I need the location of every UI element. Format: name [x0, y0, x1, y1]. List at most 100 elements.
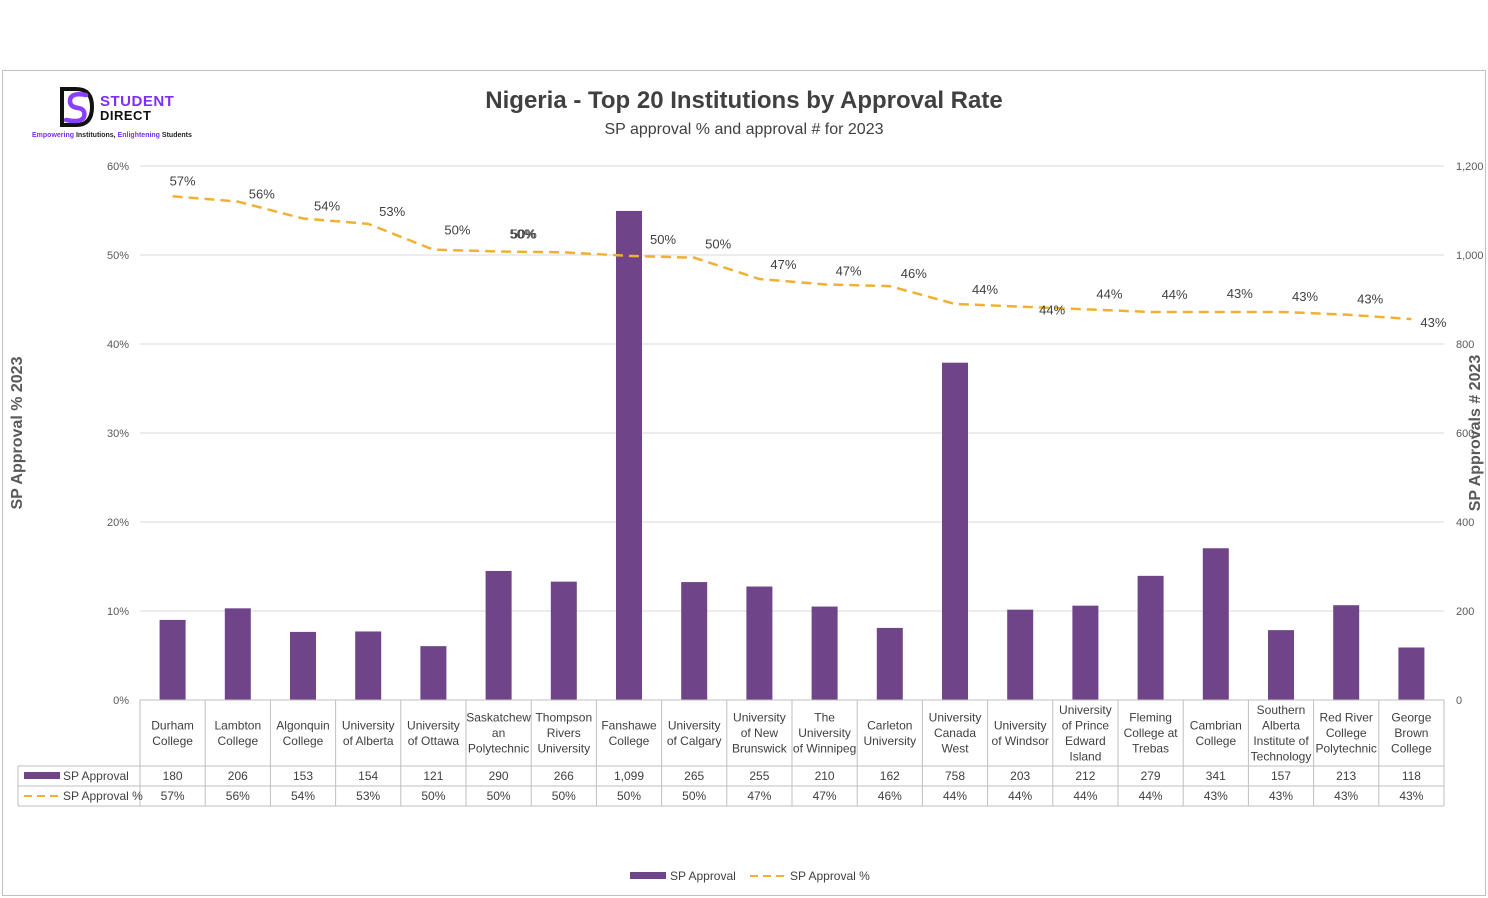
table-cell-approval-rate: 47%: [747, 789, 771, 803]
category-label: College: [1195, 734, 1236, 748]
bar: [876, 627, 903, 700]
bar: [1072, 605, 1099, 700]
table-cell-approval-rate: 43%: [1399, 789, 1423, 803]
logo-line2: DIRECT: [100, 108, 152, 123]
bar: [290, 631, 316, 700]
category-label: Edward: [1065, 734, 1106, 748]
table-cell-approvals: 180: [163, 769, 183, 783]
category-label: Brown: [1394, 726, 1428, 740]
table-cell-approvals: 1,099: [614, 769, 644, 783]
category-label: Red River: [1320, 711, 1373, 725]
y-left-tick-label: 10%: [107, 606, 129, 618]
bar: [746, 586, 773, 700]
category-label: Polytechnic: [1316, 742, 1377, 756]
table-cell-approval-rate: 46%: [878, 789, 902, 803]
table-cell-approvals: 212: [1075, 769, 1095, 783]
category-label: Algonquin: [276, 718, 329, 732]
category-label: University: [668, 718, 721, 732]
bar: [1202, 548, 1229, 700]
approval-rate-label: 50%: [444, 223, 470, 238]
bar: [1333, 605, 1360, 700]
category-label: University: [342, 718, 395, 732]
table-cell-approvals: 290: [489, 769, 509, 783]
table-cell-approval-rate: 53%: [356, 789, 380, 803]
category-label: of Ottawa: [408, 734, 460, 748]
category-label: of Winnipeg: [793, 742, 856, 756]
table-cell-approvals: 265: [684, 769, 704, 783]
table-cell-approvals: 758: [945, 769, 965, 783]
table-cell-approvals: 153: [293, 769, 313, 783]
table-cell-approvals: 206: [228, 769, 248, 783]
approval-rate-line: [172, 195, 1412, 321]
bar: [550, 581, 577, 700]
table-cell-approval-rate: 57%: [161, 789, 185, 803]
category-label: College: [152, 734, 193, 748]
table-cell-approval-rate: 43%: [1204, 789, 1228, 803]
table-cell-approvals: 210: [815, 769, 835, 783]
y-left-tick-label: 60%: [107, 161, 129, 173]
y-right-tick-label: 400: [1456, 517, 1474, 529]
category-label: Polytechnic: [468, 742, 529, 756]
category-label: Lambton: [214, 718, 261, 732]
approval-rate-label: 46%: [901, 266, 927, 281]
category-label: Alberta: [1262, 718, 1300, 732]
category-label: Technology: [1251, 749, 1312, 763]
table-cell-approvals: 162: [880, 769, 900, 783]
approval-rate-label: 44%: [1096, 286, 1122, 301]
approval-rate-label: 44%: [972, 282, 998, 297]
table-cell-approvals: 203: [1010, 769, 1030, 783]
approval-rate-label: 50%: [511, 226, 537, 241]
approval-rate-label: 43%: [1292, 289, 1318, 304]
y-axis-left-title: SP Approval % 2023: [9, 356, 26, 509]
bar: [159, 619, 186, 700]
table-cell-approvals: 213: [1336, 769, 1356, 783]
approval-rate-label: 47%: [836, 263, 862, 278]
table-cell-approval-rate: 50%: [552, 789, 576, 803]
category-label: University: [537, 742, 590, 756]
approval-rate-label: 47%: [770, 257, 796, 272]
table-cell-approval-rate: 50%: [487, 789, 511, 803]
category-label: Brunswick: [732, 742, 788, 756]
table-cell-approvals: 341: [1206, 769, 1226, 783]
category-label: University: [733, 711, 786, 725]
category-label: of New: [741, 726, 779, 740]
logo-tagline: Empowering Institutions, Enlightening St…: [32, 132, 192, 139]
category-label: Durham: [151, 718, 194, 732]
bar: [811, 606, 838, 700]
category-label: of Alberta: [343, 734, 394, 748]
logo-line1: STUDENT: [100, 93, 175, 110]
y-left-tick-label: 40%: [107, 339, 129, 351]
y-right-tick-label: 600: [1456, 428, 1474, 440]
table-key-bar: [24, 772, 60, 779]
category-label: Island: [1069, 749, 1101, 763]
table-cell-approval-rate: 43%: [1269, 789, 1293, 803]
y-right-tick-label: 200: [1456, 606, 1474, 618]
category-label: of Windsor: [992, 734, 1049, 748]
approval-rate-label: 57%: [170, 173, 196, 188]
approval-rate-label: 50%: [510, 226, 536, 241]
approval-rate-label: 43%: [1227, 286, 1253, 301]
bar: [942, 362, 968, 700]
y-right-tick-label: 1,000: [1456, 250, 1484, 262]
y-axis-right-title: SP Approvals # 2023: [1467, 355, 1484, 512]
bar: [681, 582, 708, 700]
category-label: of Calgary: [667, 734, 722, 748]
table-cell-approval-rate: 47%: [813, 789, 837, 803]
approval-rate-label: 43%: [1420, 315, 1446, 330]
category-label: University: [994, 718, 1047, 732]
category-label: Carleton: [867, 718, 912, 732]
bar: [224, 608, 251, 700]
y-left-tick-label: 20%: [107, 517, 129, 529]
table-cell-approval-rate: 50%: [421, 789, 445, 803]
table-cell-approvals: 255: [749, 769, 769, 783]
category-label: The: [814, 711, 835, 725]
approval-rate-label: 43%: [1357, 292, 1383, 307]
table-cell-approvals: 157: [1271, 769, 1291, 783]
category-label: University: [863, 734, 916, 748]
y-left-tick-label: 30%: [107, 428, 129, 440]
bar: [1268, 630, 1294, 700]
bar: [485, 570, 512, 700]
category-label: College: [283, 734, 324, 748]
y-left-tick-label: 50%: [107, 250, 129, 262]
